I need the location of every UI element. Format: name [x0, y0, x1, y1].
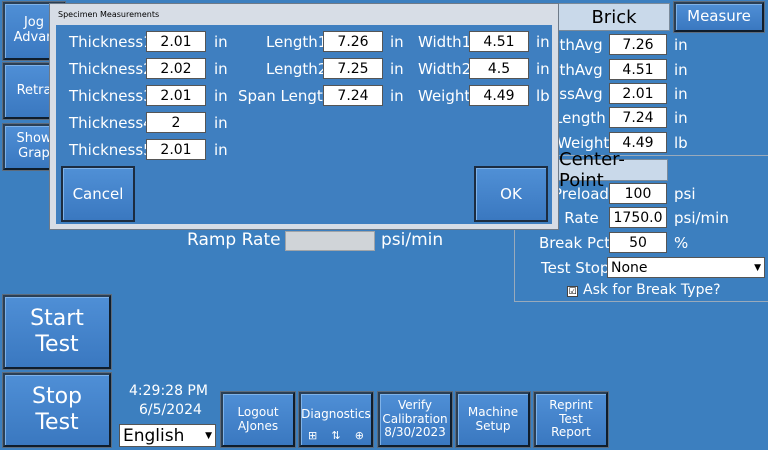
length-label: Length1: [266, 33, 328, 51]
row-value: 7.24: [609, 107, 667, 128]
network-icon: ⊞: [308, 429, 318, 443]
thickness-unit: in: [214, 60, 228, 78]
row-label: Length: [554, 109, 606, 127]
thickness-unit: in: [214, 33, 228, 51]
test-stop-value: None: [611, 259, 648, 276]
dialog-title: Specimen Measurements: [58, 10, 160, 19]
thickness-input[interactable]: 2: [146, 112, 206, 133]
thickness-label: Thickness5: [69, 141, 153, 159]
diagnostics-label: Diagnostics: [301, 407, 371, 421]
length-label: Length2: [266, 60, 328, 78]
language-select[interactable]: English ▼: [119, 424, 216, 447]
row-label: dthAvg: [550, 61, 603, 79]
length-unit: in: [390, 60, 404, 78]
cancel-button[interactable]: Cancel: [61, 166, 135, 222]
chevron-down-icon: ▼: [205, 430, 212, 441]
transfer-icon: ⇅: [331, 429, 341, 443]
ramp-rate-unit-right: psi/min: [674, 209, 729, 227]
span-length-input[interactable]: 7.24: [323, 85, 383, 106]
machine-setup-button[interactable]: Machine Setup: [456, 392, 530, 447]
thickness-label: Thickness3: [69, 87, 153, 105]
brick-title: Brick: [558, 3, 670, 31]
row-unit: in: [674, 109, 688, 127]
width-label: Width1: [418, 33, 472, 51]
length-unit: in: [390, 33, 404, 51]
span-length-unit: in: [390, 87, 404, 105]
dialog-body: Thickness1 2.01 in Thickness2 2.02 in Th…: [56, 25, 552, 224]
thickness-label: Thickness4: [69, 114, 153, 132]
measure-button[interactable]: Measure: [674, 2, 764, 32]
ramp-rate-field[interactable]: [285, 231, 375, 251]
ramp-rate-unit: psi/min: [381, 230, 444, 250]
verify-calibration-button[interactable]: Verify Calibration 8/30/2023: [378, 392, 452, 447]
ask-break-label: Ask for Break Type?: [583, 282, 721, 298]
thickness-input[interactable]: 2.01: [146, 139, 206, 160]
width-unit: in: [536, 60, 550, 78]
center-point-title: Center-Point: [558, 149, 668, 191]
row-unit: in: [674, 85, 688, 103]
diagnostics-button[interactable]: Diagnostics ⊞ ⇅ ⊕: [299, 392, 373, 447]
row-value: 2.01: [609, 83, 667, 104]
row-unit: in: [674, 61, 688, 79]
usb-icon: ⊕: [354, 429, 364, 443]
test-stop-label: Test Stop: [541, 259, 610, 277]
row-label: essAvg: [550, 85, 603, 103]
test-stop-select[interactable]: None ▼: [607, 257, 765, 278]
length-input[interactable]: 7.25: [323, 58, 383, 79]
preload-field[interactable]: 100: [609, 183, 667, 204]
thickness-label: Thickness2: [69, 60, 153, 78]
width-input[interactable]: 4.5: [469, 58, 529, 79]
row-unit: in: [674, 36, 688, 54]
row-value: 4.51: [609, 59, 667, 80]
thickness-label: Thickness1: [69, 33, 153, 51]
thickness-input[interactable]: 2.02: [146, 58, 206, 79]
width-label: Width2: [418, 60, 472, 78]
ramp-rate-field-right[interactable]: 1750.0: [609, 207, 667, 228]
thickness-unit: in: [214, 141, 228, 159]
start-test-button[interactable]: Start Test: [3, 295, 111, 369]
thickness-unit: in: [214, 87, 228, 105]
stop-test-button[interactable]: Stop Test: [3, 373, 111, 447]
width-unit: in: [536, 33, 550, 51]
row-label: gthAvg: [550, 36, 603, 54]
row-value: 7.26: [609, 34, 667, 55]
ramp-rate-label: Ramp Rate: [187, 230, 281, 250]
weight-input[interactable]: 4.49: [469, 85, 529, 106]
break-pct-label: Break Pct.: [539, 234, 615, 252]
row-unit: lb: [674, 134, 688, 152]
row-value: 4.49: [609, 132, 667, 153]
specimen-measurements-dialog: Specimen Measurements Thickness1 2.01 in…: [49, 3, 559, 230]
ramp-rate-label-right: p Rate: [550, 209, 599, 227]
ok-button[interactable]: OK: [474, 166, 548, 222]
preload-label: Preload: [553, 185, 609, 203]
width-input[interactable]: 4.51: [469, 31, 529, 52]
reprint-report-button[interactable]: Reprint Test Report: [534, 392, 608, 447]
row-label: Weight: [557, 134, 610, 152]
language-value: English: [123, 425, 185, 446]
break-pct-field[interactable]: 50: [609, 232, 667, 253]
preload-unit: psi: [674, 185, 696, 203]
chevron-down-icon: ▼: [754, 262, 761, 273]
clock-date: 6/5/2024: [139, 402, 202, 418]
logout-button[interactable]: Logout AJones: [221, 392, 295, 447]
thickness-input[interactable]: 2.01: [146, 85, 206, 106]
span-length-label: Span Length: [238, 87, 333, 105]
diagnostics-icons: ⊞ ⇅ ⊕: [301, 430, 371, 443]
clock-time: 4:29:28 PM: [129, 383, 208, 399]
thickness-input[interactable]: 2.01: [146, 31, 206, 52]
weight-unit: lb: [536, 87, 550, 105]
break-pct-unit: %: [674, 234, 689, 252]
weight-label: Weight: [418, 87, 471, 105]
ask-break-checkbox[interactable]: ☑: [567, 286, 578, 297]
length-input[interactable]: 7.26: [323, 31, 383, 52]
thickness-unit: in: [214, 114, 228, 132]
